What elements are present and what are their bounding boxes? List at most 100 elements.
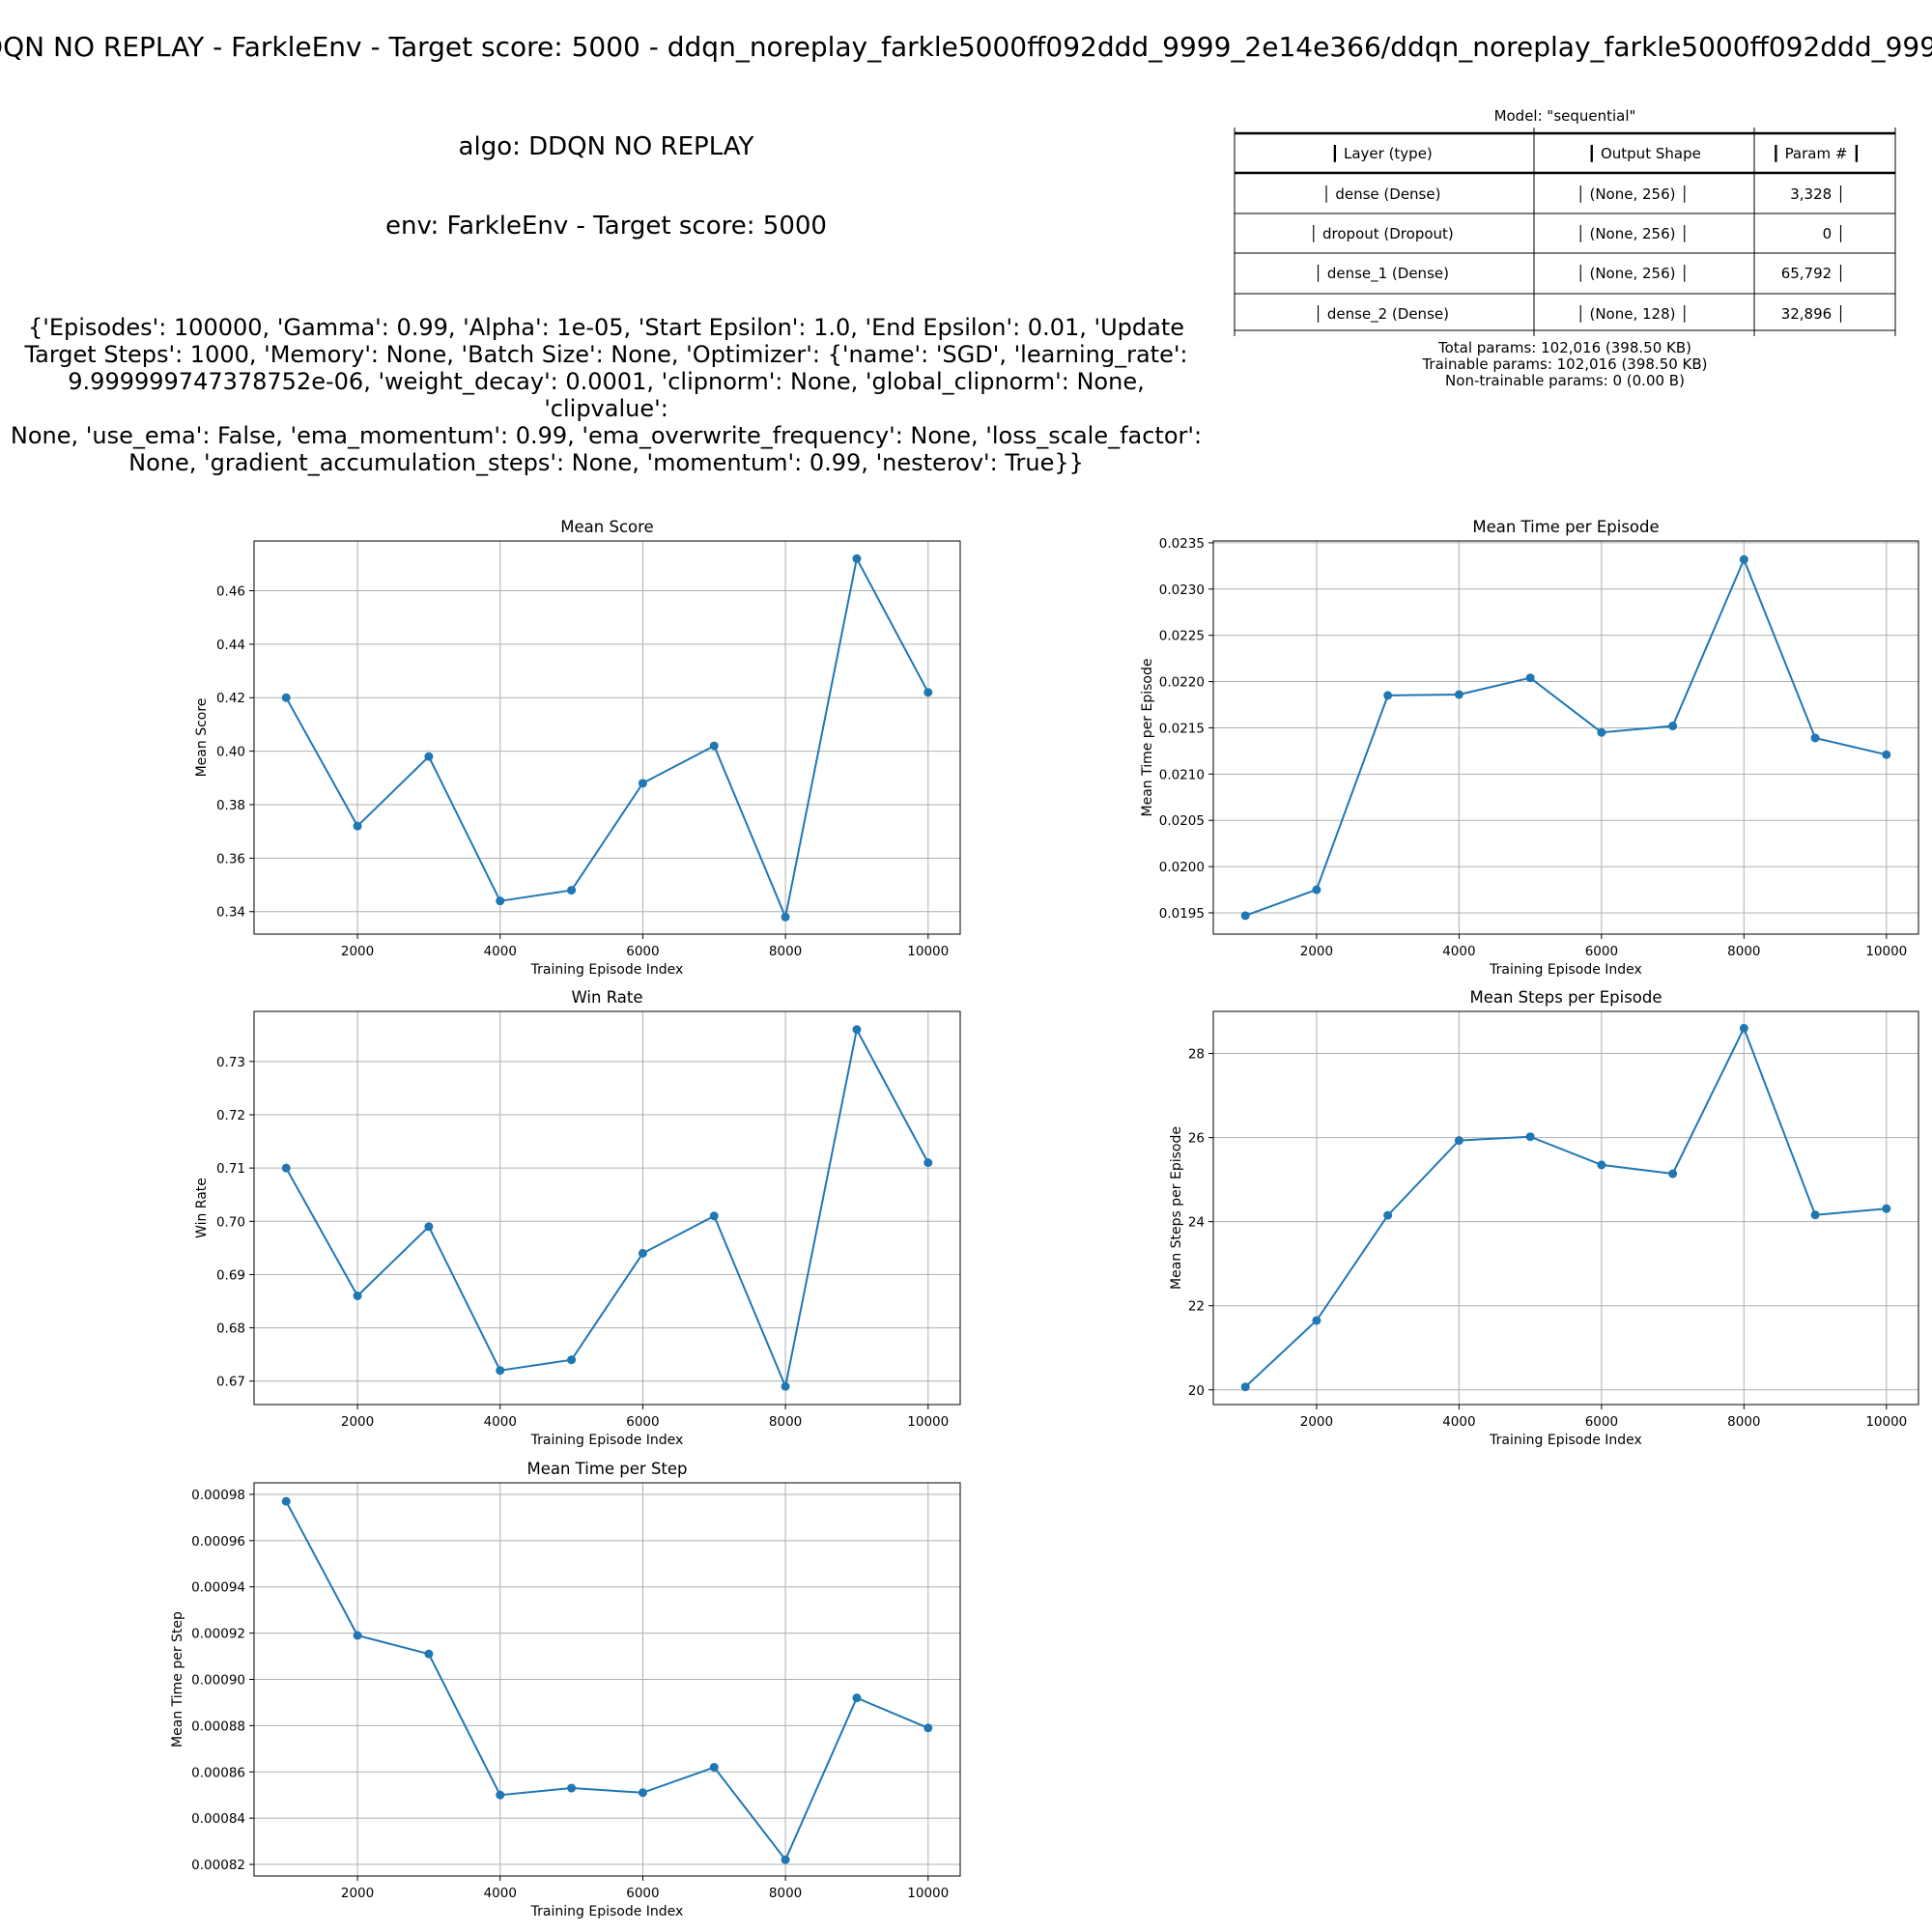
- data-point: [1454, 690, 1463, 699]
- data-point: [852, 554, 862, 563]
- trainable-params: Trainable params: 102,016 (398.50 KB): [1422, 355, 1708, 373]
- x-axis-label: Training Episode Index: [530, 962, 684, 978]
- data-point: [781, 1381, 790, 1391]
- data-point: [353, 821, 362, 831]
- data-point: [1810, 733, 1820, 743]
- x-axis-label: Training Episode Index: [530, 1433, 684, 1448]
- y-tick-label: 0.34: [216, 905, 245, 921]
- data-point: [1810, 1210, 1820, 1220]
- y-tick-label: 0.68: [216, 1321, 245, 1337]
- x-axis-label: Training Episode Index: [1489, 1433, 1642, 1448]
- hyperparameters-line: 9.999999747378752e-06, 'weight_decay': 0…: [68, 368, 1145, 422]
- summary-layer-cell: │ dense_2 (Dense): [1314, 304, 1449, 324]
- data-point: [1597, 727, 1606, 737]
- x-tick-label: 10000: [907, 944, 949, 959]
- x-tick-label: 4000: [1442, 944, 1475, 959]
- y-axis-label: Mean Steps per Episode: [1169, 1126, 1184, 1290]
- y-tick-label: 0.00090: [191, 1673, 245, 1689]
- x-tick-label: 10000: [1865, 1414, 1907, 1430]
- win-rate-chart: 2000 4000 6000 8000 10000 0.67 0.68 0.69 0.70 0.7…: [194, 988, 961, 1448]
- y-tick-label: 0.72: [216, 1108, 245, 1123]
- y-tick-label: 0.0225: [1159, 629, 1205, 644]
- y-tick-label: 0.00088: [191, 1719, 245, 1734]
- y-tick-label: 0.42: [216, 691, 245, 706]
- data-point: [496, 1366, 505, 1376]
- series-line: [285, 1500, 929, 1862]
- summary-header: ┃ Param # ┃: [1772, 144, 1861, 162]
- y-tick-label: 0.67: [216, 1375, 245, 1390]
- hyperparameters-line: Target Steps': 1000, 'Memory': None, 'Ba…: [24, 341, 1188, 368]
- x-tick-label: 8000: [769, 1886, 802, 1901]
- data-point: [923, 688, 933, 697]
- mean-score-chart: 2000 4000 6000 8000 10000 0.34 0.36 0.38 0.40 0.4…: [194, 518, 961, 978]
- y-tick-label: 0.0200: [1159, 860, 1205, 875]
- y-tick-label: 0.00094: [191, 1580, 245, 1596]
- series-line: [1244, 1025, 1887, 1388]
- total-params: Total params: 102,016 (398.50 KB): [1437, 339, 1691, 356]
- x-tick-label: 4000: [484, 944, 517, 959]
- data-point: [424, 1649, 434, 1659]
- data-point: [424, 1222, 434, 1232]
- summary-params-cell: 32,896 │: [1781, 304, 1845, 323]
- x-tick-label: 6000: [626, 1414, 659, 1430]
- x-tick-label: 6000: [1585, 944, 1618, 959]
- y-tick-label: 22: [1188, 1299, 1205, 1315]
- x-tick-label: 8000: [769, 1414, 802, 1430]
- y-tick-label: 0.70: [216, 1214, 245, 1230]
- x-tick-label: 2000: [341, 944, 374, 959]
- series-line: [285, 555, 929, 921]
- x-tick-label: 2000: [1300, 944, 1333, 959]
- summary-header: ┃ Output Shape: [1587, 144, 1701, 162]
- plot-frame: [1212, 540, 1919, 935]
- y-tick-label: 0.0205: [1159, 813, 1205, 829]
- y-tick-label: 0.0215: [1159, 721, 1205, 736]
- summary-shape-cell: │ (None, 256) │: [1577, 224, 1690, 242]
- model-summary-table: ┃ Layer (type) ┃ Output Shape ┃ Param # ┃ │…: [1234, 128, 1896, 336]
- data-point: [1454, 1136, 1463, 1146]
- y-tick-label: 0.00096: [191, 1534, 245, 1549]
- y-tick-label: 0.0195: [1159, 906, 1205, 922]
- data-point: [1882, 750, 1891, 759]
- hyperparameters-line: None, 'use_ema': False, 'ema_momentum': …: [10, 422, 1203, 449]
- y-tick-label: 0.38: [216, 798, 245, 813]
- data-point: [1525, 673, 1535, 683]
- summary-layer-cell: │ dense_1 (Dense): [1314, 264, 1449, 283]
- y-tick-label: 0.73: [216, 1055, 245, 1070]
- x-tick-label: 4000: [484, 1886, 517, 1901]
- non-trainable-params: Non-trainable params: 0 (0.00 B): [1445, 372, 1685, 389]
- data-point: [709, 1211, 719, 1221]
- y-tick-label: 0.0220: [1159, 675, 1205, 691]
- series-line: [285, 1026, 929, 1390]
- y-tick-label: 0.00084: [191, 1811, 245, 1827]
- y-tick-label: 0.44: [216, 638, 245, 653]
- data-point: [638, 779, 647, 788]
- chart-title: Mean Score: [560, 518, 653, 536]
- data-point: [923, 1723, 933, 1733]
- data-point: [1240, 911, 1250, 921]
- hyperparameters-line: {'Episodes': 100000, 'Gamma': 0.99, 'Alp…: [27, 314, 1185, 341]
- summary-params-cell: 0 │: [1823, 224, 1845, 242]
- x-tick-label: 6000: [1585, 1414, 1618, 1430]
- data-point: [781, 912, 790, 922]
- summary-layer-cell: │ dense (Dense): [1322, 185, 1441, 203]
- data-point: [1597, 1160, 1606, 1170]
- data-point: [1383, 691, 1393, 700]
- chart-title: Mean Steps per Episode: [1469, 988, 1662, 1007]
- x-axis-label: Training Episode Index: [530, 1904, 684, 1919]
- data-point: [496, 896, 505, 906]
- summary-params-cell: 65,792 │: [1781, 264, 1845, 282]
- data-point: [1312, 1316, 1321, 1325]
- data-point: [281, 1496, 291, 1506]
- y-tick-label: 0.0230: [1159, 582, 1205, 598]
- data-point: [1525, 1132, 1535, 1142]
- y-tick-label: 0.00092: [191, 1627, 245, 1642]
- data-point: [1383, 1210, 1393, 1220]
- data-point: [852, 1025, 862, 1035]
- algo-line: algo: DDQN NO REPLAY: [458, 132, 754, 161]
- model-summary-title: Model: "sequential": [1493, 107, 1636, 125]
- y-tick-label: 0.71: [216, 1161, 245, 1177]
- x-tick-label: 2000: [341, 1886, 374, 1901]
- y-tick-label: 0.0235: [1159, 536, 1205, 552]
- x-tick-label: 4000: [484, 1414, 517, 1430]
- x-tick-label: 6000: [626, 944, 659, 959]
